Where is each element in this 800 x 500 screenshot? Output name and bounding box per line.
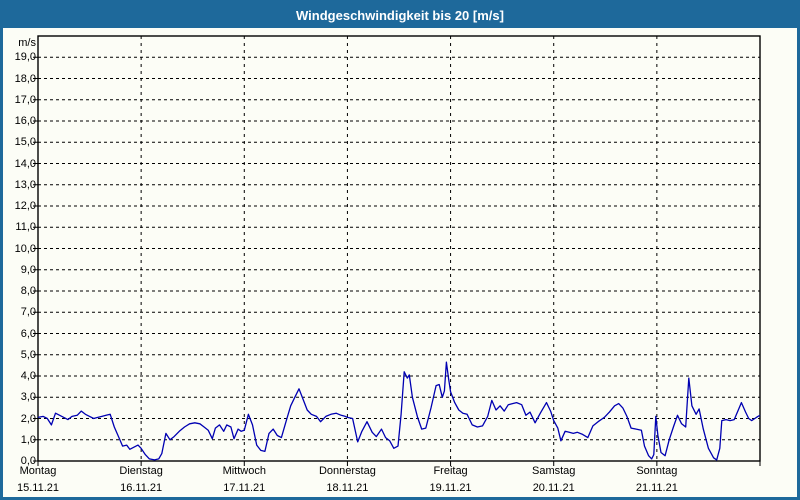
x-axis-day-label: Freitag: [433, 465, 468, 477]
y-axis-label: 15,0: [14, 136, 36, 149]
x-axis-day-label: Dienstag: [119, 465, 163, 477]
x-axis-day-label: Samstag: [531, 465, 576, 477]
y-axis-label: 18,0: [14, 72, 36, 85]
x-axis-day-label: Donnerstag: [318, 465, 376, 477]
y-axis-label: 17,0: [14, 93, 36, 106]
y-axis-label: 12,0: [14, 200, 36, 212]
y-axis-label: 0,0: [20, 455, 36, 467]
y-axis-label: 4,0: [20, 370, 36, 382]
y-axis-label: 5,0: [20, 348, 36, 361]
y-axis-label: 1,0: [20, 433, 36, 446]
x-axis-date-label: 16.11.21: [120, 482, 163, 494]
x-axis-date-label: 17.11.21: [223, 482, 266, 494]
y-axis-unit-label: m/s: [18, 37, 36, 49]
y-axis-label: 13,0: [14, 178, 36, 191]
x-axis-date-label: 18.11.21: [326, 482, 369, 494]
x-axis-day-label: Sonntag: [636, 465, 678, 477]
y-axis-label: 14,0: [14, 157, 36, 170]
y-axis-label: 19,0: [14, 51, 36, 64]
y-axis-label: 6,0: [20, 327, 36, 340]
x-axis-date-label: 20.11.21: [532, 482, 575, 494]
x-axis-date-label: 19.11.21: [429, 482, 472, 494]
y-axis-label: 7,0: [20, 306, 36, 319]
y-axis-label: 10,0: [14, 242, 36, 255]
title-bar: Windgeschwindigkeit bis 20 [m/s]: [3, 3, 797, 28]
wind-speed-line: [37, 361, 761, 461]
y-axis-label: 11,0: [15, 221, 36, 234]
x-axis-day-label: Montag: [19, 465, 57, 477]
y-axis-label: 9,0: [20, 263, 36, 276]
y-axis-label: 2,0: [20, 412, 36, 425]
y-axis-label: 16,0: [14, 115, 36, 127]
x-axis-day-label: Mittwoch: [222, 465, 266, 477]
x-axis-date-label: 21.11.21: [635, 482, 678, 494]
y-axis-label: 3,0: [20, 391, 36, 404]
chart-title: Windgeschwindigkeit bis 20 [m/s]: [296, 8, 504, 23]
plot-border: [37, 35, 761, 462]
y-axis-label: 8,0: [20, 285, 36, 297]
x-axis-date-label: 15.11.21: [16, 482, 59, 494]
